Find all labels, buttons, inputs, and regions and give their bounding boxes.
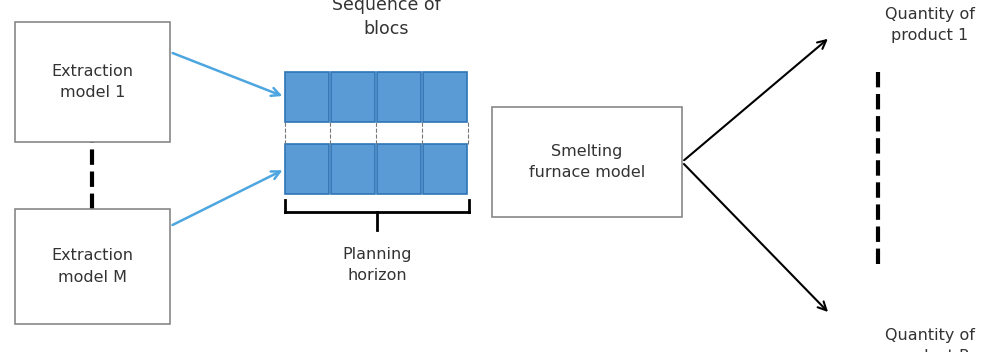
Text: Sequence of
blocs: Sequence of blocs: [332, 0, 441, 38]
FancyBboxPatch shape: [15, 209, 170, 324]
FancyBboxPatch shape: [492, 107, 682, 217]
FancyBboxPatch shape: [331, 72, 375, 122]
FancyBboxPatch shape: [377, 72, 421, 122]
FancyBboxPatch shape: [377, 144, 421, 194]
Text: Planning
horizon: Planning horizon: [343, 247, 412, 283]
Text: Quantity of
product P: Quantity of product P: [885, 328, 975, 352]
Text: Quantity of
product 1: Quantity of product 1: [885, 7, 975, 43]
FancyBboxPatch shape: [15, 22, 170, 142]
Text: Extraction
model 1: Extraction model 1: [52, 64, 134, 100]
FancyBboxPatch shape: [423, 72, 467, 122]
FancyBboxPatch shape: [285, 72, 329, 122]
FancyBboxPatch shape: [285, 144, 329, 194]
Text: Smelting
furnace model: Smelting furnace model: [528, 144, 645, 180]
FancyBboxPatch shape: [423, 144, 467, 194]
FancyBboxPatch shape: [331, 144, 375, 194]
Text: Extraction
model M: Extraction model M: [52, 249, 134, 284]
